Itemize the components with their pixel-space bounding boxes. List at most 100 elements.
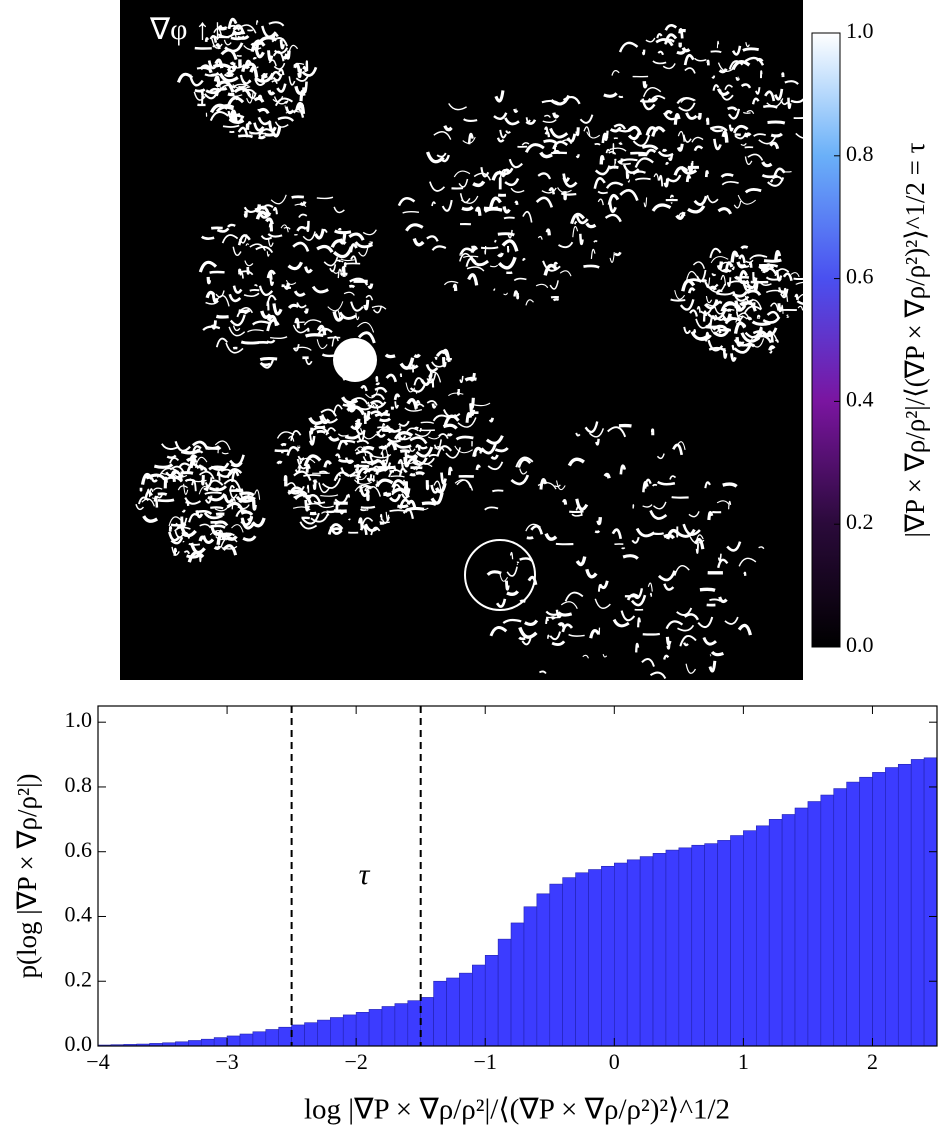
bar xyxy=(872,772,886,1047)
x-tick-label: −1 xyxy=(474,1049,497,1074)
filament xyxy=(507,229,513,239)
filament xyxy=(499,129,507,139)
filament xyxy=(461,205,474,212)
filament xyxy=(665,620,684,630)
filament xyxy=(499,572,509,582)
filament xyxy=(282,53,289,60)
filament xyxy=(521,636,532,646)
filament xyxy=(264,217,274,225)
filament xyxy=(656,453,665,460)
filament xyxy=(605,181,624,189)
filament xyxy=(231,524,244,533)
filament xyxy=(705,324,721,329)
filament xyxy=(518,636,526,641)
filament xyxy=(599,155,605,165)
filament xyxy=(367,478,376,482)
filament xyxy=(337,268,342,279)
filament xyxy=(367,401,375,408)
filament xyxy=(700,308,713,315)
filament xyxy=(206,276,212,285)
filament xyxy=(683,53,695,66)
filament xyxy=(722,482,738,488)
filament xyxy=(306,484,310,493)
filament xyxy=(685,270,698,282)
filament xyxy=(191,440,209,450)
filament xyxy=(344,457,355,464)
filament xyxy=(721,313,734,321)
filament xyxy=(622,164,640,174)
filament xyxy=(484,245,487,255)
filament xyxy=(539,151,553,159)
filament xyxy=(229,314,246,327)
filament xyxy=(253,96,265,103)
filament xyxy=(241,78,252,84)
filament xyxy=(537,235,543,240)
plot-frame xyxy=(97,705,938,1047)
filament xyxy=(293,62,301,73)
filament xyxy=(513,277,527,282)
filament xyxy=(695,318,711,329)
bar xyxy=(820,794,835,1047)
filament xyxy=(153,495,159,508)
filament xyxy=(499,169,510,178)
filament xyxy=(227,70,234,74)
filament xyxy=(358,246,369,257)
filament xyxy=(609,252,615,263)
filament xyxy=(691,136,704,143)
filament xyxy=(653,532,665,536)
filament xyxy=(246,92,254,104)
filament xyxy=(588,428,605,438)
filament xyxy=(370,400,385,407)
filament xyxy=(452,283,458,292)
filament xyxy=(494,90,505,103)
filament xyxy=(417,457,435,465)
filament xyxy=(542,260,561,272)
filament xyxy=(268,21,285,27)
filament xyxy=(757,327,763,338)
filament xyxy=(146,488,151,498)
filament xyxy=(682,523,701,537)
filament xyxy=(409,383,427,393)
filament xyxy=(593,177,606,189)
filament xyxy=(470,245,479,253)
filament xyxy=(549,280,559,290)
y-axis-label: p(log |∇P × ∇ρ/ρ²|) xyxy=(12,774,42,979)
bubble xyxy=(464,539,536,611)
filament xyxy=(761,173,778,179)
filament xyxy=(379,444,389,450)
filament xyxy=(356,474,360,484)
filament xyxy=(184,497,202,505)
filament xyxy=(239,272,244,279)
filament xyxy=(429,369,433,378)
y-tick-label: 0.2 xyxy=(65,966,93,991)
filament xyxy=(215,290,225,298)
filament xyxy=(226,501,245,513)
filament xyxy=(303,308,309,314)
filament xyxy=(744,156,753,166)
filament xyxy=(485,435,504,445)
bar xyxy=(807,801,822,1047)
filament xyxy=(728,124,734,132)
filament xyxy=(740,142,747,146)
filament xyxy=(597,198,604,206)
filament xyxy=(460,195,479,204)
filament xyxy=(397,504,409,509)
filament xyxy=(402,210,420,214)
filament xyxy=(679,299,695,311)
filament xyxy=(784,80,799,85)
x-tick-label: −4 xyxy=(86,1049,109,1074)
filament xyxy=(743,305,762,315)
filament xyxy=(244,260,254,267)
filament xyxy=(215,532,219,536)
filament xyxy=(303,474,321,477)
filament xyxy=(524,143,545,154)
filament xyxy=(372,305,383,314)
filament xyxy=(594,598,611,609)
bar xyxy=(639,856,654,1047)
filament xyxy=(562,95,581,105)
filament xyxy=(545,610,561,616)
filament xyxy=(375,382,381,386)
filament xyxy=(717,207,733,215)
filament xyxy=(611,69,620,76)
filament xyxy=(713,304,727,315)
